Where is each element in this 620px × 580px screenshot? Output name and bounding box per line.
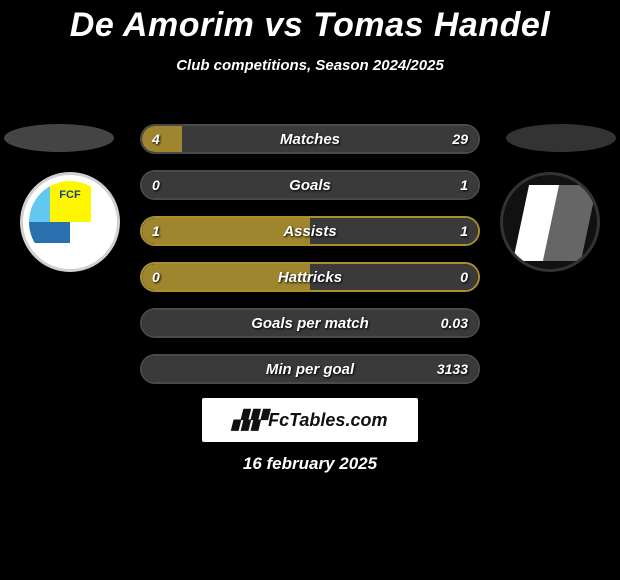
- comparison-bars: Matches429Goals01Assists11Hattricks00Goa…: [140, 124, 480, 400]
- branding-icon: ▞▞▞: [233, 410, 263, 431]
- stat-value-left: 0: [140, 170, 172, 200]
- stat-row: Hattricks0 0: [140, 262, 480, 292]
- club-crest-left: [20, 172, 120, 272]
- stat-value-left: 0: [140, 262, 172, 292]
- subtitle: Club competitions, Season 2024/2025: [0, 57, 620, 74]
- stat-value-left: 4: [140, 124, 172, 154]
- stat-value-right: 1: [448, 216, 480, 246]
- stat-label: Hattricks: [140, 262, 480, 292]
- stat-label: Matches: [140, 124, 480, 154]
- footer-date: 16 february 2025: [0, 454, 620, 474]
- stat-row: Min per goal3133: [140, 354, 480, 384]
- stat-row: Goals per match0.03: [140, 308, 480, 338]
- stat-row: Goals0 1: [140, 170, 480, 200]
- branding-text: FcTables.com: [268, 410, 387, 431]
- club-crest-right: [500, 172, 600, 272]
- stat-value-left: [140, 308, 164, 338]
- stat-value-right: 3133: [425, 354, 480, 384]
- stat-label: Goals: [140, 170, 480, 200]
- stat-row: Matches4 29: [140, 124, 480, 154]
- player-left-ellipse: [4, 124, 114, 152]
- stat-value-right: 0: [448, 262, 480, 292]
- stat-label: Assists: [140, 216, 480, 246]
- stat-value-left: [140, 354, 164, 384]
- stat-value-right: 0.03: [429, 308, 480, 338]
- stat-value-left: 1: [140, 216, 172, 246]
- stat-row: Assists1 1: [140, 216, 480, 246]
- stat-value-right: 29: [440, 124, 480, 154]
- player-right-ellipse: [506, 124, 616, 152]
- page-title: De Amorim vs Tomas Handel: [0, 0, 620, 45]
- stat-value-right: 1: [448, 170, 480, 200]
- branding-badge: ▞▞▞ FcTables.com: [202, 398, 418, 442]
